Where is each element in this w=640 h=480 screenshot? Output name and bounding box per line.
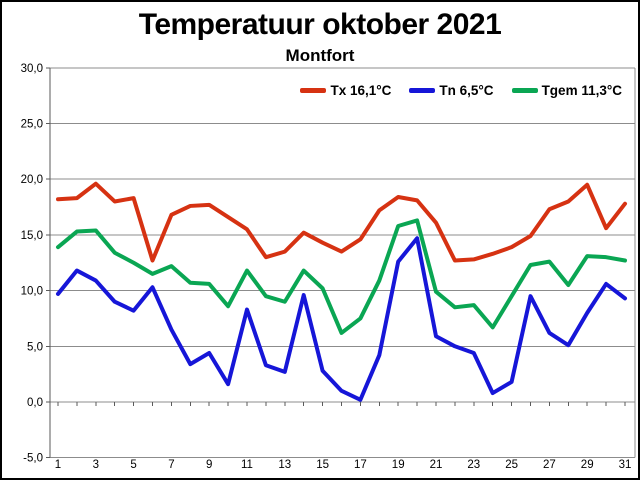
x-tick-label: 29 (581, 459, 594, 471)
x-tick-label: 7 (168, 459, 174, 471)
x-tick-label: 15 (316, 459, 329, 471)
legend-item-tn: Tn 6,5°C (409, 83, 494, 98)
y-tick-label: 15,0 (21, 230, 43, 242)
x-tick-label: 1 (55, 459, 61, 471)
x-tick-label: 3 (93, 459, 99, 471)
x-tick-label: 21 (430, 459, 443, 471)
legend-label-tx: Tx 16,1°C (330, 83, 392, 98)
x-tick-label: 25 (505, 459, 518, 471)
y-tick-label: -5,0 (23, 453, 43, 465)
y-tick-label: 5,0 (27, 341, 43, 353)
x-tick-label: 17 (354, 459, 367, 471)
legend-label-tn: Tn 6,5°C (439, 83, 494, 98)
legend-swatch-tgem-icon (511, 88, 538, 93)
y-tick-label: 20,0 (21, 174, 43, 186)
series-Tn-line (56, 236, 627, 402)
x-tick-label: 11 (241, 459, 253, 471)
x-tick-label: 13 (278, 459, 291, 471)
y-tick-label: 25,0 (21, 119, 43, 131)
x-tick-label: 9 (206, 459, 212, 471)
chart-subtitle: Montfort (285, 46, 355, 65)
y-tick-label: 30,0 (21, 63, 43, 75)
series-Tx-line (56, 181, 627, 263)
legend: Tx 16,1°C Tn 6,5°C Tgem 11,3°C (2, 83, 638, 98)
x-tick-label: 31 (619, 459, 632, 471)
chart-title: Temperatuur oktober 2021 (138, 8, 502, 41)
legend-item-tx: Tx 16,1°C (300, 83, 391, 98)
series-Tgem-line (56, 218, 627, 335)
legend-label-tgem: Tgem 11,3°C (541, 83, 622, 98)
legend-swatch-tn-icon (409, 88, 436, 93)
legend-swatch-tx-icon (300, 88, 327, 93)
x-tick-label: 27 (543, 459, 556, 471)
x-tick-label: 23 (467, 459, 480, 471)
legend-item-tgem: Tgem 11,3°C (511, 83, 622, 98)
y-tick-label: 10,0 (21, 286, 43, 298)
x-tick-label: 5 (130, 459, 136, 471)
x-tick-label: 19 (392, 459, 405, 471)
y-tick-label: 0,0 (27, 397, 43, 409)
